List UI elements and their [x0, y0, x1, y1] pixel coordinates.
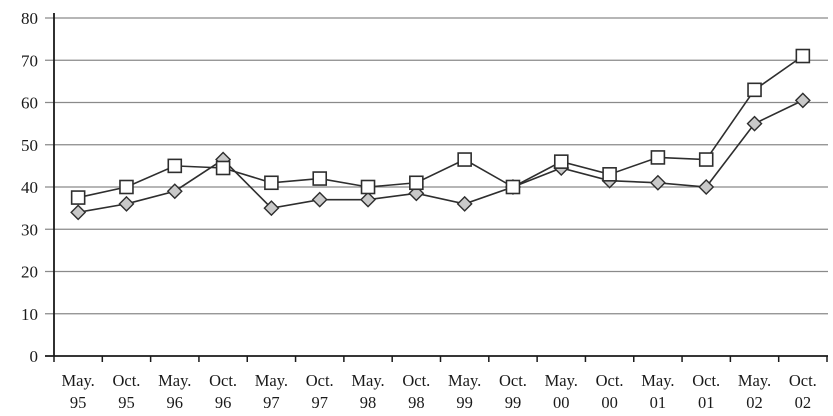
data-point-diamond: [263, 200, 280, 217]
data-point-square: [457, 152, 472, 167]
data-point-square: [795, 48, 811, 64]
y-axis-label: 10: [21, 305, 38, 324]
data-point-diamond: [746, 115, 763, 132]
y-axis-label: 20: [21, 263, 38, 282]
square-marker-series-line: [77, 55, 804, 199]
x-axis-label-year: 02: [746, 393, 763, 412]
y-axis-label: 70: [21, 51, 38, 70]
x-axis-label-year: 99: [505, 393, 522, 412]
data-point-diamond: [794, 92, 811, 109]
x-axis-label-month: May.: [158, 371, 191, 390]
x-axis-label-year: 98: [408, 393, 425, 412]
data-point-diamond: [360, 191, 377, 208]
data-point-square: [215, 160, 231, 176]
x-axis-label-year: 95: [118, 393, 135, 412]
y-axis-label: 50: [21, 136, 38, 155]
data-point-diamond: [698, 179, 715, 195]
x-axis-label-month: Oct.: [789, 371, 817, 390]
data-point-diamond: [118, 195, 135, 212]
x-axis-label-year: 01: [698, 393, 715, 412]
x-axis-label-month: Oct.: [112, 371, 140, 390]
data-point-diamond: [166, 183, 183, 200]
x-axis-label-month: Oct.: [499, 371, 527, 390]
data-point-square: [505, 179, 521, 195]
y-axis-label: 30: [21, 220, 38, 239]
x-axis-label-year: 98: [360, 393, 377, 412]
x-axis-label-month: Oct.: [306, 371, 334, 390]
x-axis-label-month: Oct.: [402, 371, 430, 390]
x-axis-label-year: 00: [553, 393, 570, 412]
y-axis-label: 40: [21, 178, 38, 197]
data-point-square: [698, 152, 714, 167]
data-point-diamond: [70, 204, 87, 221]
data-point-square: [602, 167, 617, 182]
x-axis-label-month: Oct.: [209, 371, 237, 390]
x-axis-label-month: May.: [448, 371, 481, 390]
x-axis-label-year: 95: [70, 393, 87, 412]
data-point-square: [264, 175, 279, 191]
x-axis-label-year: 97: [311, 393, 328, 412]
x-axis-label-year: 96: [215, 393, 232, 412]
data-point-square: [360, 179, 376, 195]
y-axis-label: 80: [21, 9, 38, 28]
data-point-diamond: [456, 195, 473, 212]
data-point-diamond: [649, 174, 666, 191]
data-point-square: [119, 179, 134, 195]
x-axis-label-year: 97: [263, 393, 280, 412]
x-axis-label-month: May.: [62, 371, 95, 390]
x-axis-label-month: May.: [351, 371, 384, 390]
x-axis-label-year: 00: [601, 393, 618, 412]
diamond-marker-series-line: [78, 99, 804, 214]
y-axis-label: 60: [21, 94, 38, 113]
data-point-square: [650, 150, 666, 165]
data-point-square: [70, 190, 86, 205]
data-point-square: [312, 171, 328, 186]
x-axis-label-month: Oct.: [692, 371, 720, 390]
data-point-diamond: [311, 191, 328, 208]
y-axis-label: 0: [30, 347, 39, 366]
x-axis-label-month: May.: [641, 371, 674, 390]
x-axis-label-year: 01: [650, 393, 667, 412]
x-axis-label-year: 99: [456, 393, 473, 412]
x-axis-label-month: May.: [738, 371, 771, 390]
data-point-diamond: [408, 185, 425, 202]
x-axis-label-month: May.: [255, 371, 288, 390]
x-axis-label-month: May.: [545, 371, 578, 390]
data-point-square: [747, 82, 762, 98]
x-axis-label-year: 02: [795, 393, 812, 412]
data-point-square: [409, 175, 424, 191]
x-axis-label-month: Oct.: [596, 371, 624, 390]
data-point-square: [167, 158, 183, 174]
x-axis-label-year: 96: [167, 393, 184, 412]
data-point-square: [553, 154, 569, 169]
